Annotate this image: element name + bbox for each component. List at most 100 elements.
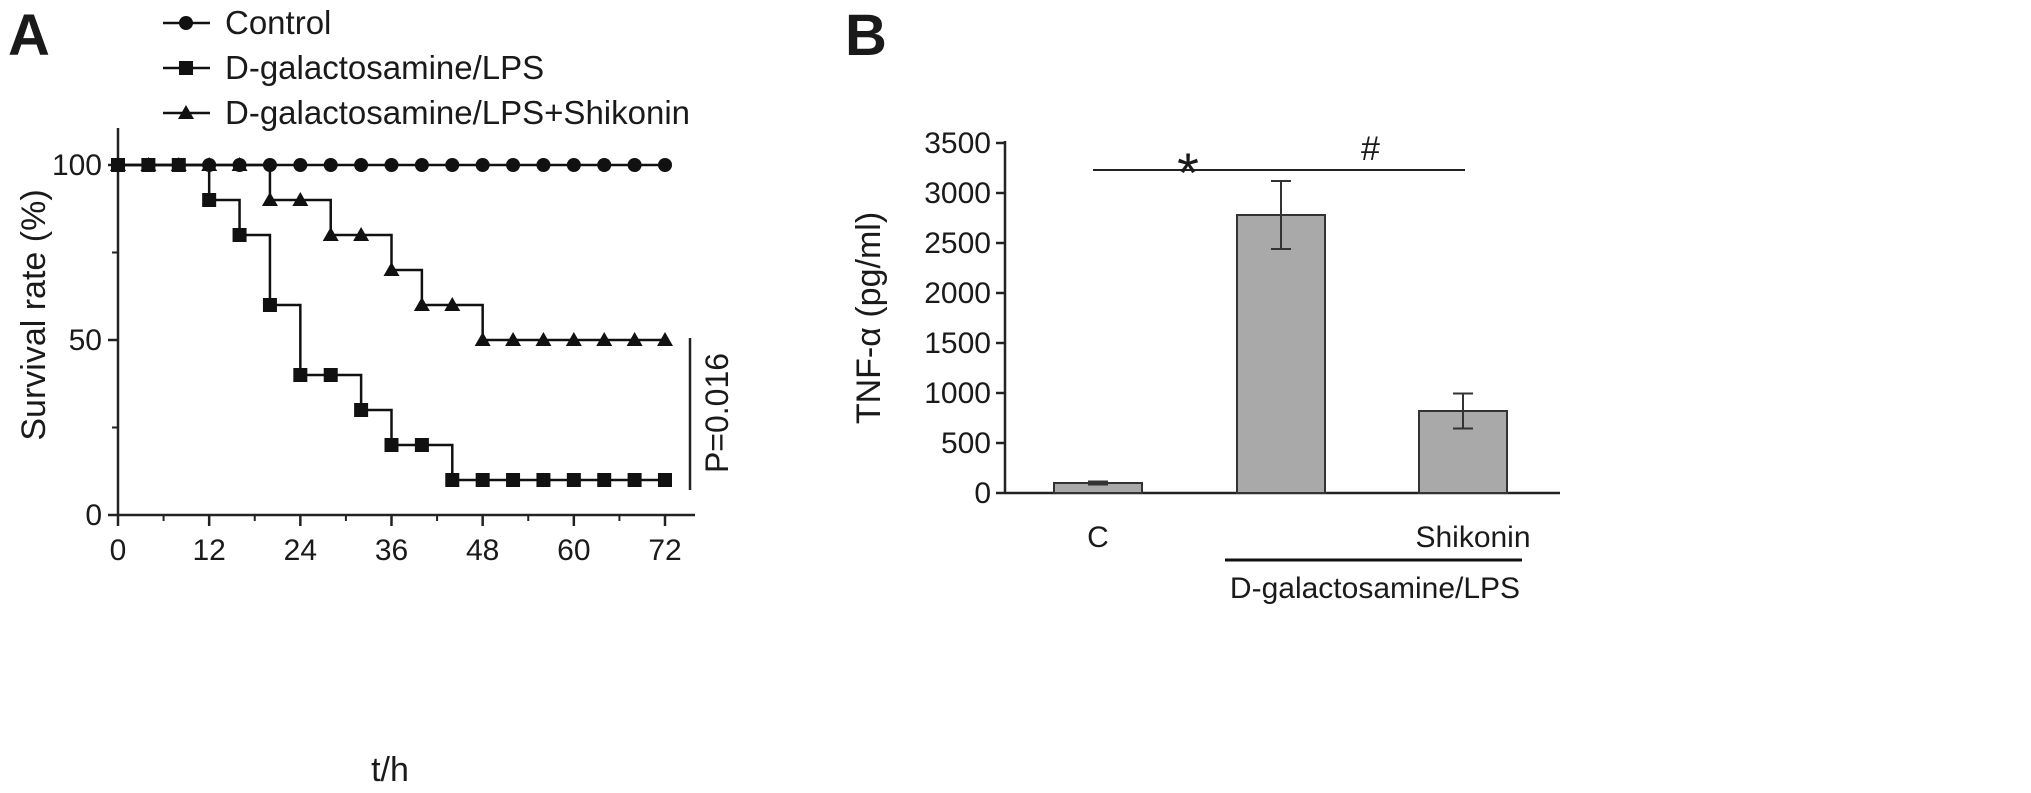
plot-area bbox=[110, 157, 673, 487]
data-point bbox=[384, 438, 399, 452]
data-point bbox=[201, 157, 218, 171]
data-point bbox=[565, 332, 582, 346]
y-tick-label: 100 bbox=[52, 149, 102, 182]
legend-label: Control bbox=[225, 4, 331, 41]
legend-label: D-galactosamine/LPS+Shikonin bbox=[225, 94, 690, 131]
data-point bbox=[474, 332, 491, 346]
data-point bbox=[536, 158, 551, 172]
axes: 0 50 100 0 12 24 36 48 60 72 bbox=[52, 128, 695, 567]
data-point bbox=[293, 158, 308, 172]
x-tick-label: Shikonin bbox=[1415, 521, 1530, 554]
data-point bbox=[323, 368, 338, 382]
group-label: D-galactosamine/LPS bbox=[1230, 572, 1520, 605]
data-point bbox=[566, 473, 581, 487]
y-tick-label: 0 bbox=[85, 499, 102, 532]
data-point bbox=[384, 158, 399, 172]
x-tick-label: 24 bbox=[284, 534, 317, 567]
data-point bbox=[536, 473, 551, 487]
data-point bbox=[658, 158, 672, 172]
legend-marker bbox=[179, 16, 193, 30]
data-point bbox=[475, 158, 490, 172]
data-point bbox=[506, 158, 521, 172]
data-point bbox=[232, 228, 247, 242]
data-point bbox=[535, 332, 552, 346]
legend-label: D-galactosamine/LPS bbox=[225, 49, 544, 86]
x-tick-label: 12 bbox=[192, 534, 225, 567]
bar bbox=[1236, 214, 1326, 494]
x-tick-label: 0 bbox=[110, 534, 127, 567]
y-tick-label: 2500 bbox=[924, 227, 991, 260]
y-tick-label: 500 bbox=[941, 427, 991, 460]
data-point bbox=[506, 473, 521, 487]
legend-marker bbox=[179, 61, 193, 75]
legend-marker bbox=[178, 105, 194, 119]
y-tick-label: 1000 bbox=[924, 377, 991, 410]
data-point bbox=[322, 227, 339, 241]
significance-symbol: * bbox=[1177, 141, 1199, 204]
data-point bbox=[596, 332, 613, 346]
y-tick-label: 50 bbox=[69, 324, 102, 357]
data-point bbox=[444, 297, 461, 311]
data-point bbox=[202, 193, 217, 207]
y-tick-label: 0 bbox=[974, 477, 991, 510]
x-axis-labels: C Shikonin D-galactosamine/LPS bbox=[1087, 521, 1530, 605]
data-point bbox=[414, 438, 429, 452]
data-point bbox=[353, 227, 370, 241]
legend-item: D-galactosamine/LPS bbox=[163, 49, 544, 86]
data-point bbox=[110, 157, 126, 171]
legend: Control D-galactosamine/LPS D-galactosamin… bbox=[163, 4, 690, 131]
data-point bbox=[627, 158, 642, 172]
data-point bbox=[323, 158, 338, 172]
x-tick-label: 60 bbox=[557, 534, 590, 567]
y-axis-title: TNF-α (pg/ml) bbox=[850, 212, 888, 424]
data-point bbox=[566, 158, 581, 172]
y-tick-label: 3500 bbox=[924, 127, 991, 160]
data-point bbox=[354, 403, 369, 417]
data-point bbox=[658, 473, 672, 487]
x-tick-label: C bbox=[1087, 521, 1109, 554]
significance-markers: * # bbox=[1093, 130, 1465, 204]
data-point bbox=[627, 473, 642, 487]
data-point bbox=[597, 158, 612, 172]
significance-symbol: # bbox=[1361, 130, 1380, 168]
series-square bbox=[111, 158, 672, 487]
data-point bbox=[413, 297, 430, 311]
data-point bbox=[140, 157, 157, 171]
series-line bbox=[118, 163, 665, 482]
y-tick-label: 3000 bbox=[924, 177, 991, 210]
data-point bbox=[626, 332, 643, 346]
data-point bbox=[231, 157, 248, 171]
data-point bbox=[383, 262, 400, 276]
data-point bbox=[293, 368, 308, 382]
data-point bbox=[475, 473, 490, 487]
series-line bbox=[118, 163, 665, 342]
legend-item: D-galactosamine/LPS+Shikonin bbox=[163, 94, 690, 131]
y-tick-label: 2000 bbox=[924, 277, 991, 310]
x-tick-label: 36 bbox=[375, 534, 408, 567]
y-axis-title: Survival rate (%) bbox=[15, 189, 53, 440]
x-tick-label: 48 bbox=[466, 534, 499, 567]
data-point bbox=[657, 332, 673, 346]
x-axis-title: t/h bbox=[371, 751, 409, 789]
series-triangle bbox=[110, 157, 673, 346]
data-point bbox=[414, 158, 429, 172]
panel-b-label: B bbox=[845, 3, 887, 68]
legend-item: Control bbox=[163, 4, 331, 41]
p-value-annotation: P=0.016 bbox=[699, 353, 735, 473]
x-tick-label: 72 bbox=[648, 534, 681, 567]
data-point bbox=[445, 158, 460, 172]
data-point bbox=[170, 157, 187, 171]
data-point bbox=[505, 332, 522, 346]
data-point bbox=[354, 158, 369, 172]
data-point bbox=[445, 473, 460, 487]
data-point bbox=[261, 192, 278, 206]
data-point bbox=[597, 473, 612, 487]
panel-a-label: A bbox=[8, 3, 50, 68]
y-tick-label: 1500 bbox=[924, 327, 991, 360]
data-point bbox=[292, 192, 309, 206]
plot-area bbox=[1053, 180, 1508, 494]
panel-a-survival-chart: A Control D-galactosamine/LPS D-galactosam… bbox=[8, 3, 735, 789]
data-point bbox=[262, 298, 277, 312]
